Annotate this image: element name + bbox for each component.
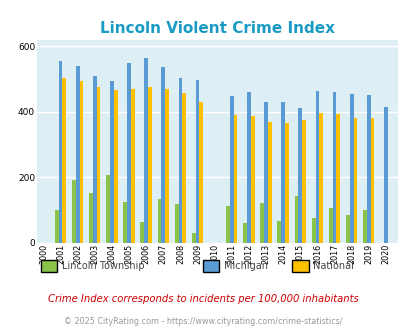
FancyBboxPatch shape bbox=[202, 260, 219, 272]
Bar bbox=[345, 215, 349, 243]
Bar bbox=[226, 206, 229, 243]
Bar bbox=[58, 61, 62, 243]
Bar bbox=[301, 120, 305, 243]
Bar bbox=[281, 102, 284, 243]
Bar bbox=[294, 196, 298, 243]
Bar bbox=[89, 193, 93, 243]
Bar bbox=[353, 118, 356, 243]
Bar bbox=[366, 95, 370, 243]
Bar bbox=[144, 58, 148, 243]
Bar bbox=[79, 81, 83, 243]
Bar bbox=[130, 89, 134, 243]
Bar bbox=[127, 62, 130, 243]
Bar bbox=[140, 222, 144, 243]
Bar bbox=[62, 78, 66, 243]
Bar bbox=[76, 66, 79, 243]
Bar bbox=[383, 107, 387, 243]
Bar bbox=[318, 113, 322, 243]
Text: Lincoln Township: Lincoln Township bbox=[62, 261, 144, 271]
Bar bbox=[72, 181, 76, 243]
Bar bbox=[315, 91, 318, 243]
Bar bbox=[233, 115, 237, 243]
Bar bbox=[174, 204, 178, 243]
Bar bbox=[110, 81, 113, 243]
FancyBboxPatch shape bbox=[292, 260, 308, 272]
Bar bbox=[362, 210, 366, 243]
Bar bbox=[157, 199, 161, 243]
Bar bbox=[332, 92, 336, 243]
Bar bbox=[349, 94, 353, 243]
Bar bbox=[277, 221, 281, 243]
Bar bbox=[246, 92, 250, 243]
Bar bbox=[243, 223, 246, 243]
Bar bbox=[229, 96, 233, 243]
Bar bbox=[267, 122, 271, 243]
Bar bbox=[328, 208, 332, 243]
Text: Crime Index corresponds to incidents per 100,000 inhabitants: Crime Index corresponds to incidents per… bbox=[47, 294, 358, 304]
Bar bbox=[195, 80, 199, 243]
Bar bbox=[106, 176, 110, 243]
Bar bbox=[93, 76, 96, 243]
Bar bbox=[182, 93, 185, 243]
Bar bbox=[264, 102, 267, 243]
Text: National: National bbox=[313, 261, 354, 271]
Bar bbox=[250, 116, 254, 243]
Bar bbox=[123, 202, 127, 243]
Bar bbox=[55, 210, 58, 243]
Bar bbox=[113, 90, 117, 243]
Bar bbox=[96, 87, 100, 243]
Bar bbox=[178, 78, 182, 243]
Bar bbox=[161, 67, 165, 243]
FancyBboxPatch shape bbox=[40, 260, 57, 272]
Bar bbox=[284, 123, 288, 243]
Bar bbox=[336, 114, 339, 243]
Title: Lincoln Violent Crime Index: Lincoln Violent Crime Index bbox=[100, 21, 334, 36]
Bar bbox=[298, 108, 301, 243]
Bar bbox=[260, 203, 264, 243]
Text: Michigan: Michigan bbox=[224, 261, 267, 271]
Bar bbox=[148, 87, 151, 243]
Bar bbox=[199, 102, 202, 243]
Text: © 2025 CityRating.com - https://www.cityrating.com/crime-statistics/: © 2025 CityRating.com - https://www.city… bbox=[64, 317, 341, 326]
Bar bbox=[370, 118, 373, 243]
Bar bbox=[311, 218, 315, 243]
Bar bbox=[165, 89, 168, 243]
Bar bbox=[192, 233, 195, 243]
